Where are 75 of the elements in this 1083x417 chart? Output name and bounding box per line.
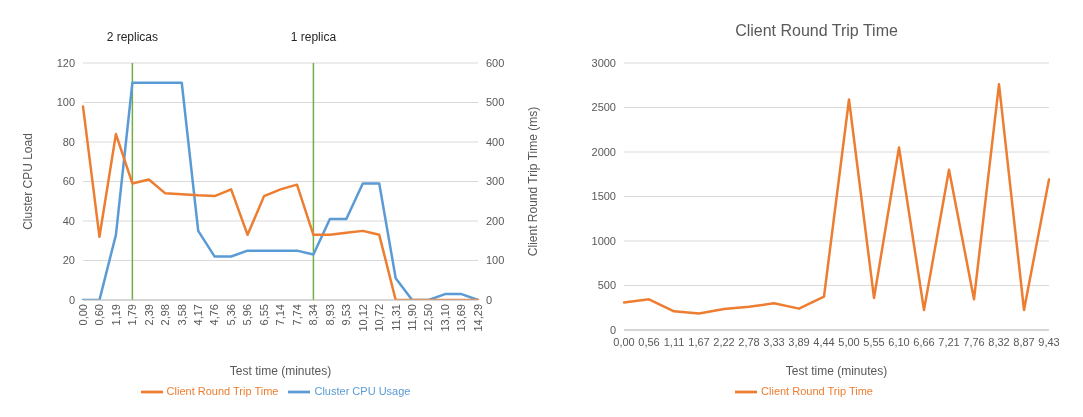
- y2-tick-label: 300: [486, 175, 505, 188]
- x-tick-label: 0,60: [93, 304, 106, 326]
- x-axis-title: Test time (minutes): [229, 364, 332, 378]
- x-tick-label: 11,31: [389, 304, 402, 331]
- x-tick-label: 3,33: [763, 335, 785, 348]
- legend-label: Cluster CPU Usage: [314, 384, 411, 397]
- line-series: [622, 83, 1051, 315]
- y2-tick-label: 600: [486, 56, 505, 69]
- x-tick-label: 11,90: [405, 304, 418, 331]
- y2-tick-label: 500: [486, 96, 505, 109]
- x-tick-label: 6,10: [888, 335, 910, 348]
- x-tick-label: 5,00: [838, 335, 860, 348]
- y-tick-label: 60: [62, 175, 75, 188]
- legend-label: Client Round Trip Time: [166, 384, 279, 397]
- x-tick-label: 7,74: [290, 304, 303, 326]
- ref-line-label: 2 replicas: [106, 30, 159, 44]
- x-tick-label: 5,96: [241, 304, 254, 326]
- x-tick-label: 1,19: [109, 304, 122, 326]
- x-tick-label: 1,79: [126, 304, 139, 326]
- x-tick-label: 2,39: [142, 304, 155, 326]
- y-tick-label: 100: [56, 96, 75, 109]
- x-tick-label: 0,56: [638, 335, 660, 348]
- x-tick-label: 3,58: [175, 304, 188, 326]
- x-tick-label: 2,22: [713, 335, 735, 348]
- y-tick-label: 20: [62, 254, 75, 267]
- x-tick-label: 8,34: [307, 304, 320, 326]
- x-tick-label: 9,43: [1038, 335, 1060, 348]
- y-tick-label: 0: [609, 323, 616, 336]
- legend-label: Client Round Trip Time: [761, 384, 873, 397]
- y2-tick-label: 100: [486, 254, 505, 267]
- x-tick-label: 6,66: [913, 335, 935, 348]
- x-tick-label: 2,78: [738, 335, 760, 348]
- x-tick-label: 1,67: [688, 335, 710, 348]
- x-tick-label: 9,53: [340, 304, 353, 326]
- y-axis-title: Cluster CPU Load: [21, 133, 36, 230]
- x-tick-label: 4,44: [813, 335, 835, 348]
- x-tick-label: 0,00: [76, 304, 89, 326]
- x-tick-label: 2,98: [159, 304, 172, 326]
- y-tick-label: 120: [56, 56, 75, 69]
- x-tick-label: 7,76: [963, 335, 985, 348]
- y2-tick-label: 0: [486, 293, 493, 306]
- ref-line-label: 1 replica: [290, 30, 337, 44]
- x-tick-label: 4,76: [208, 304, 221, 326]
- x-tick-label: 0,00: [613, 335, 635, 348]
- y2-axis-title: Client Round Trip Time (ms): [526, 106, 541, 257]
- y-tick-label: 3000: [591, 56, 616, 69]
- x-tick-label: 14,29: [471, 304, 484, 332]
- x-tick-label: 13,10: [438, 304, 451, 332]
- y-tick-label: 0: [68, 293, 75, 306]
- x-tick-label: 1,11: [663, 335, 685, 348]
- x-tick-label: 7,14: [274, 304, 287, 326]
- y-tick-label: 1500: [591, 190, 616, 203]
- y-tick-label: 2500: [591, 101, 616, 114]
- y2-tick-label: 200: [486, 214, 505, 227]
- x-tick-label: 8,93: [323, 304, 336, 326]
- y-tick-label: 1000: [591, 234, 616, 247]
- y2-tick-label: 400: [486, 135, 505, 148]
- y-tick-label: 2000: [591, 145, 616, 158]
- x-tick-label: 5,55: [863, 335, 885, 348]
- x-tick-label: 13,69: [455, 304, 468, 332]
- x-axis-title: Test time (minutes): [785, 364, 888, 378]
- x-tick-label: 12,50: [422, 304, 435, 332]
- x-tick-label: 6,55: [257, 304, 270, 326]
- x-tick-label: 8,32: [988, 335, 1010, 348]
- x-tick-label: 4,17: [192, 304, 205, 326]
- x-tick-label: 7,21: [938, 335, 960, 348]
- x-tick-label: 5,36: [224, 304, 237, 326]
- x-tick-label: 3,89: [788, 335, 810, 348]
- y-tick-label: 500: [597, 279, 616, 292]
- x-tick-label: 8,87: [1013, 335, 1035, 348]
- y-tick-label: 80: [62, 135, 75, 148]
- chart-title: Client Round Trip Time: [734, 22, 899, 40]
- x-tick-label: 10,72: [373, 304, 386, 332]
- x-tick-label: 10,12: [356, 304, 369, 332]
- y-tick-label: 40: [62, 214, 75, 227]
